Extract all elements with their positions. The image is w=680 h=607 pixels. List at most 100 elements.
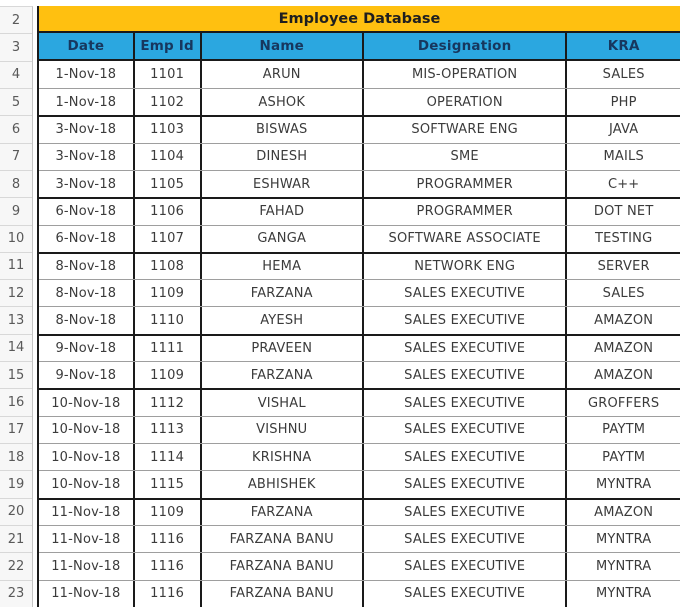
cell-emp-id[interactable]: 1109 bbox=[135, 362, 202, 389]
row-number[interactable]: 6 bbox=[0, 116, 32, 144]
cell-name[interactable]: VISHAL bbox=[202, 390, 364, 416]
cell-name[interactable]: FAHAD bbox=[202, 199, 364, 225]
cell-designation[interactable]: SALES EXECUTIVE bbox=[364, 307, 568, 334]
cell-designation[interactable]: SOFTWARE ASSOCIATE bbox=[364, 225, 568, 252]
cell-kra[interactable]: SALES bbox=[602, 285, 645, 301]
row-number[interactable]: 8 bbox=[0, 171, 32, 199]
cell-kra[interactable]: TESTING bbox=[594, 231, 653, 247]
cell-designation[interactable]: SALES EXECUTIVE bbox=[364, 499, 568, 525]
cell-emp-id[interactable]: 1104 bbox=[135, 143, 202, 170]
cell-designation[interactable]: SALES EXECUTIVE bbox=[364, 390, 568, 416]
cell-kra[interactable]: DOT NET bbox=[593, 204, 654, 220]
cell-name[interactable]: ARUN bbox=[202, 60, 364, 88]
cell-name[interactable]: ASHOK bbox=[202, 88, 364, 116]
cell-name[interactable]: GANGA bbox=[202, 225, 364, 252]
cell-date[interactable]: 11-Nov-18 bbox=[39, 553, 135, 580]
cell-name[interactable]: FARZANA BANU bbox=[202, 580, 364, 607]
row-number[interactable]: 2 bbox=[0, 7, 32, 35]
cell-name[interactable]: FARZANA bbox=[202, 362, 364, 389]
cell-date[interactable]: 10-Nov-18 bbox=[39, 390, 135, 416]
cell-name[interactable]: FARZANA BANU bbox=[202, 553, 364, 580]
cell-emp-id[interactable]: 1113 bbox=[135, 416, 202, 443]
cell-date[interactable]: 1-Nov-18 bbox=[39, 88, 135, 116]
cell-name[interactable]: DINESH bbox=[202, 143, 364, 170]
cell-kra[interactable]: SERVER bbox=[597, 258, 650, 274]
header-cell-date[interactable]: Date bbox=[39, 33, 135, 59]
cell-date[interactable]: 10-Nov-18 bbox=[39, 471, 135, 498]
row-number[interactable]: 19 bbox=[0, 471, 32, 499]
cell-name[interactable]: ESHWAR bbox=[202, 170, 364, 198]
cell-kra[interactable]: MYNTRA bbox=[595, 558, 652, 574]
cell-date[interactable]: 10-Nov-18 bbox=[39, 444, 135, 471]
cell-emp-id[interactable]: 1103 bbox=[135, 117, 202, 143]
cell-emp-id[interactable]: 1109 bbox=[135, 280, 202, 307]
row-number[interactable]: 15 bbox=[0, 362, 32, 390]
cell-kra[interactable]: AMAZON bbox=[594, 367, 654, 383]
cell-date[interactable]: 9-Nov-18 bbox=[39, 362, 135, 389]
cell-name[interactable]: HEMA bbox=[202, 253, 364, 280]
cell-date[interactable]: 11-Nov-18 bbox=[39, 525, 135, 553]
cell-kra[interactable]: MYNTRA bbox=[595, 586, 652, 602]
row-number[interactable]: 16 bbox=[0, 389, 32, 417]
row-number[interactable]: 17 bbox=[0, 417, 32, 444]
cell-name[interactable]: FARZANA bbox=[202, 499, 364, 525]
cell-name[interactable]: FARZANA bbox=[202, 280, 364, 307]
cell-date[interactable]: 3-Nov-18 bbox=[39, 170, 135, 198]
cell-designation[interactable]: SALES EXECUTIVE bbox=[364, 444, 568, 471]
cell-emp-id[interactable]: 1116 bbox=[135, 553, 202, 580]
cell-designation[interactable]: SALES EXECUTIVE bbox=[364, 416, 568, 443]
cell-designation[interactable]: SALES EXECUTIVE bbox=[364, 553, 568, 580]
row-number[interactable]: 7 bbox=[0, 144, 32, 171]
cell-designation[interactable]: SALES EXECUTIVE bbox=[364, 471, 568, 498]
cell-kra[interactable]: JAVA bbox=[608, 122, 639, 138]
cell-date[interactable]: 3-Nov-18 bbox=[39, 143, 135, 170]
cell-kra[interactable]: AMAZON bbox=[594, 504, 654, 520]
row-number[interactable]: 23 bbox=[0, 581, 32, 607]
cell-emp-id[interactable]: 1115 bbox=[135, 471, 202, 498]
header-cell-emp-id[interactable]: Emp Id bbox=[134, 33, 202, 59]
row-number[interactable]: 3 bbox=[0, 34, 32, 62]
row-number[interactable]: 10 bbox=[0, 226, 32, 253]
cell-date[interactable]: 8-Nov-18 bbox=[39, 307, 135, 334]
cell-name[interactable]: KRISHNA bbox=[202, 444, 364, 471]
cell-date[interactable]: 1-Nov-18 bbox=[39, 60, 135, 88]
header-cell-kra[interactable]: KRA bbox=[567, 33, 680, 59]
cell-emp-id[interactable]: 1116 bbox=[135, 580, 202, 607]
cell-emp-id[interactable]: 1107 bbox=[135, 225, 202, 252]
cell-emp-id[interactable]: 1101 bbox=[135, 60, 202, 88]
cell-emp-id[interactable]: 1112 bbox=[135, 390, 202, 416]
cell-name[interactable]: FARZANA BANU bbox=[202, 525, 364, 553]
row-number[interactable]: 5 bbox=[0, 89, 32, 117]
header-cell-name[interactable]: Name bbox=[201, 33, 364, 59]
cell-emp-id[interactable]: 1111 bbox=[135, 335, 202, 362]
cell-kra[interactable]: MYNTRA bbox=[595, 531, 652, 547]
row-number[interactable]: 20 bbox=[0, 499, 32, 526]
cell-date[interactable]: 6-Nov-18 bbox=[39, 199, 135, 225]
row-number[interactable]: 4 bbox=[0, 62, 32, 89]
cell-kra[interactable]: GROFFERS bbox=[587, 395, 660, 411]
cell-kra[interactable]: PAYTM bbox=[602, 422, 646, 438]
row-number[interactable]: 21 bbox=[0, 526, 32, 554]
cell-designation[interactable]: SALES EXECUTIVE bbox=[364, 580, 568, 607]
cell-emp-id[interactable]: 1110 bbox=[135, 307, 202, 334]
cell-date[interactable]: 8-Nov-18 bbox=[39, 280, 135, 307]
cell-kra[interactable]: PAYTM bbox=[602, 449, 646, 465]
cell-designation[interactable]: SOFTWARE ENG bbox=[364, 117, 568, 143]
cell-date[interactable]: 3-Nov-18 bbox=[39, 117, 135, 143]
cell-name[interactable]: AYESH bbox=[202, 307, 364, 334]
cell-emp-id[interactable]: 1109 bbox=[135, 499, 202, 525]
row-number[interactable]: 9 bbox=[0, 198, 32, 226]
cell-designation[interactable]: SALES EXECUTIVE bbox=[364, 280, 568, 307]
cell-emp-id[interactable]: 1102 bbox=[135, 88, 202, 116]
cell-designation[interactable]: PROGRAMMER bbox=[364, 199, 568, 225]
cell-name[interactable]: ABHISHEK bbox=[202, 471, 364, 498]
cell-designation[interactable]: PROGRAMMER bbox=[364, 170, 568, 198]
cell-date[interactable]: 10-Nov-18 bbox=[39, 416, 135, 443]
header-cell-designation[interactable]: Designation bbox=[364, 33, 568, 59]
cell-date[interactable]: 6-Nov-18 bbox=[39, 225, 135, 252]
cell-designation[interactable]: MIS-OPERATION bbox=[364, 60, 568, 88]
cell-emp-id[interactable]: 1116 bbox=[135, 525, 202, 553]
table-title[interactable]: Employee Database bbox=[278, 10, 441, 27]
row-number[interactable]: 22 bbox=[0, 553, 32, 581]
cell-kra[interactable]: AMAZON bbox=[594, 313, 654, 329]
